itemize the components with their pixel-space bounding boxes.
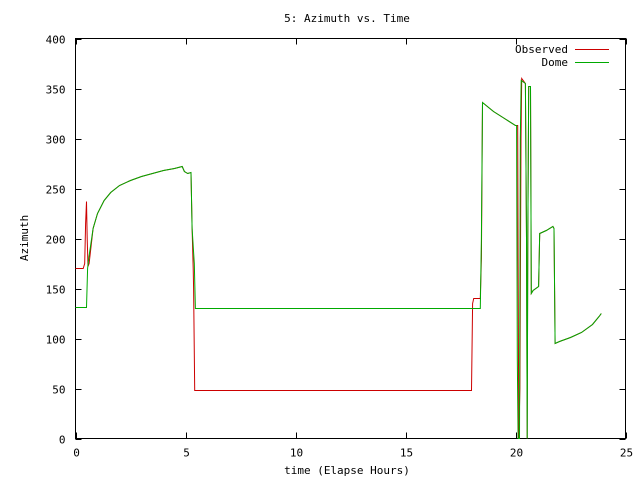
y-tick-label: 50 <box>52 384 65 397</box>
y-tick-label: 400 <box>46 34 66 47</box>
legend-label-observed: Observed <box>515 43 568 56</box>
x-tick-label: 5 <box>183 447 190 460</box>
y-tick-label: 200 <box>46 234 66 247</box>
y-tick-label: 250 <box>46 184 66 197</box>
x-tick-label: 0 <box>73 447 80 460</box>
y-axis: 0 50 100 150 200 250 300 350 400 <box>46 34 626 447</box>
plot-frame <box>75 38 626 439</box>
y-tick-label: 350 <box>46 84 66 97</box>
chart-title: 5: Azimuth vs. Time <box>284 12 410 25</box>
y-axis-label: Azimuth <box>18 215 31 261</box>
legend-label-dome: Dome <box>542 56 569 69</box>
y-tick-label: 100 <box>46 334 66 347</box>
y-tick-label: 300 <box>46 134 66 147</box>
y-tick-label: 0 <box>59 434 66 447</box>
series-line-observed <box>75 77 602 439</box>
x-tick-label: 15 <box>400 447 413 460</box>
x-tick-label: 25 <box>620 447 633 460</box>
y-tick-label: 150 <box>46 284 66 297</box>
x-axis: 0 5 10 15 20 25 <box>73 38 633 460</box>
x-tick-label: 10 <box>290 447 303 460</box>
x-tick-label: 20 <box>510 447 523 460</box>
x-axis-label: time (Elapse Hours) <box>284 464 410 477</box>
series-layer <box>75 77 602 439</box>
plot-area: 0 5 10 15 20 25 0 50 100 150 200 250 300 350 400 <box>46 34 634 460</box>
series-line-dome <box>75 79 602 439</box>
